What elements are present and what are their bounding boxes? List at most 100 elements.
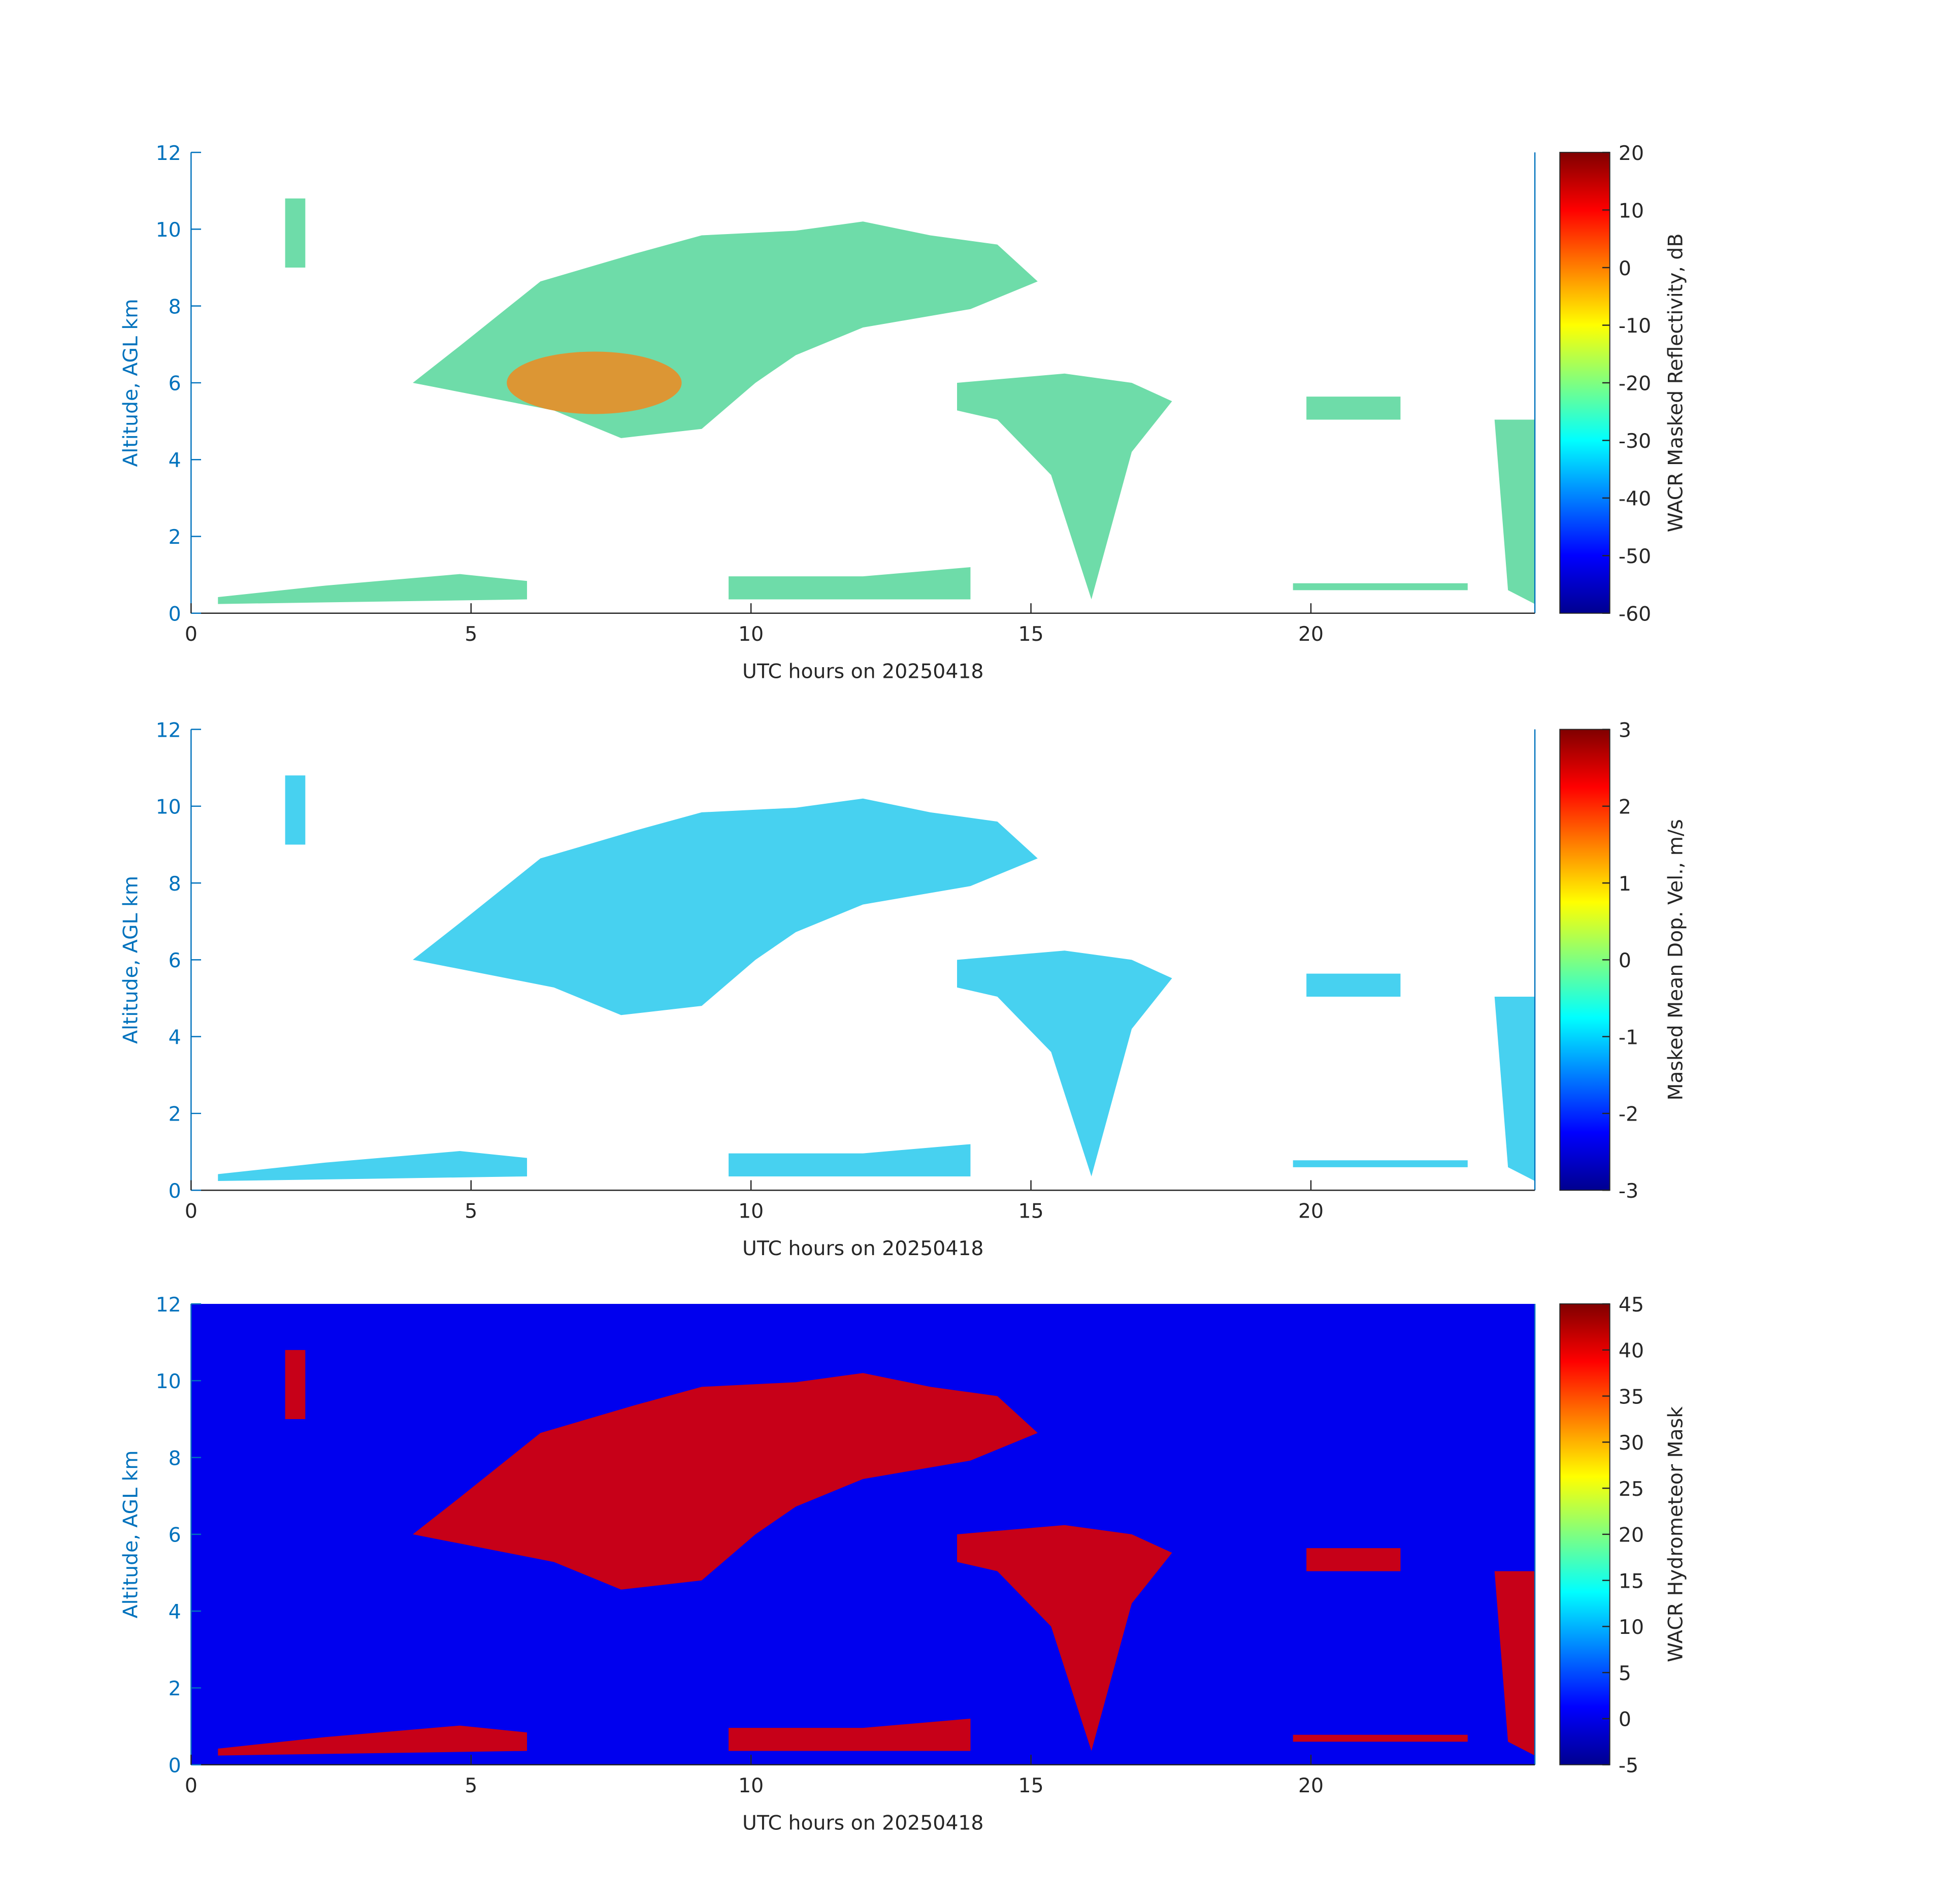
x-tick-label: 0 — [185, 1774, 198, 1797]
y-tick-label: 0 — [169, 603, 181, 626]
x-tick-label: 20 — [1298, 1199, 1324, 1223]
x-tick-label: 15 — [1018, 1774, 1044, 1797]
y-tick-label: 8 — [169, 295, 181, 318]
echo-region — [729, 1718, 971, 1751]
echo-region — [1293, 1734, 1468, 1742]
colorbar-tick-label: -10 — [1619, 314, 1651, 338]
colorbar-tick-label: 1 — [1619, 872, 1631, 896]
y-axis-label: Altitude, AGL km — [119, 299, 143, 467]
colorbar-tick-label: -2 — [1619, 1103, 1638, 1126]
echo-core — [507, 351, 682, 414]
x-tick-label: 0 — [185, 622, 198, 646]
y-tick-label: 4 — [169, 1026, 181, 1049]
x-tick-label: 10 — [738, 622, 764, 646]
echo-region — [285, 198, 306, 268]
echo-region — [957, 373, 1172, 600]
y-tick-label: 10 — [156, 796, 181, 819]
colorbar-tick-label: -40 — [1619, 487, 1651, 511]
echo-region — [1306, 973, 1401, 997]
echo-region — [218, 1725, 528, 1756]
colorbar-tick-label: 3 — [1619, 718, 1631, 742]
echo-region — [957, 1525, 1172, 1751]
x-axis-label: UTC hours on 20250418 — [742, 660, 983, 683]
y-axis-label: Altitude, AGL km — [119, 1450, 143, 1618]
echo-region — [413, 798, 1038, 1015]
colorbar-tick-label: 2 — [1619, 796, 1631, 819]
y-tick-label: 2 — [169, 1677, 181, 1700]
echo-region — [1494, 419, 1535, 604]
y-tick-label: 8 — [169, 872, 181, 896]
x-tick-label: 10 — [738, 1774, 764, 1797]
plot-background — [191, 1304, 1535, 1765]
x-tick-label: 5 — [465, 1199, 477, 1223]
y-tick-label: 10 — [156, 218, 181, 242]
colorbar-tick-label: 5 — [1619, 1662, 1631, 1685]
y-tick-label: 10 — [156, 1370, 181, 1393]
echo-region — [729, 1144, 971, 1176]
colorbar-tick-label: 10 — [1619, 199, 1644, 222]
colorbar-tick-label: -30 — [1619, 430, 1651, 453]
y-tick-label: 6 — [169, 372, 181, 396]
x-tick-label: 0 — [185, 1199, 198, 1223]
colorbar-tick-label: -20 — [1619, 372, 1651, 396]
x-axis-label: UTC hours on 20250418 — [742, 1237, 983, 1260]
colorbar-tick-label: 0 — [1619, 257, 1631, 280]
y-tick-label: 0 — [169, 1754, 181, 1777]
colorbar-tick-label: -50 — [1619, 545, 1651, 568]
echo-region — [218, 574, 528, 604]
colorbar-tick-label: 30 — [1619, 1431, 1644, 1455]
colorbar-tick-label: 40 — [1619, 1339, 1644, 1363]
panel: 0 2 4 6 8 10 12 0 5 10 15 20 UTC hours on 20250418 Al… — [119, 142, 1688, 683]
y-axis-label: Altitude, AGL km — [119, 876, 143, 1044]
y-tick-label: 12 — [156, 1293, 181, 1317]
colorbar-tick-label: 0 — [1619, 949, 1631, 972]
x-tick-label: 10 — [738, 1199, 764, 1223]
echo-region — [957, 950, 1172, 1176]
colorbar — [1559, 1303, 1610, 1765]
y-tick-label: 6 — [169, 1524, 181, 1547]
colorbar-tick-label: 45 — [1619, 1293, 1644, 1317]
colorbar-tick-label: 10 — [1619, 1616, 1644, 1639]
colorbar-tick-label: -1 — [1619, 1026, 1638, 1049]
echo-region — [1306, 1548, 1401, 1571]
x-tick-label: 20 — [1298, 1774, 1324, 1797]
x-tick-label: 5 — [465, 622, 477, 646]
echo-region — [1306, 397, 1401, 420]
panel: 0 2 4 6 8 10 12 0 5 10 15 20 UTC hours on 20250418 Al… — [119, 1293, 1688, 1835]
echo-region — [413, 221, 1038, 438]
echo-region — [1494, 996, 1535, 1181]
echo-region — [1293, 1160, 1468, 1167]
x-tick-label: 20 — [1298, 622, 1324, 646]
y-tick-label: 4 — [169, 1600, 181, 1624]
echo-region — [285, 1350, 306, 1419]
colorbar-label: WACR Masked Reflectivity, dB — [1664, 234, 1687, 533]
colorbar-label: WACR Hydrometeor Mask — [1664, 1406, 1687, 1662]
colorbar — [1559, 152, 1610, 614]
colorbar-tick-label: 35 — [1619, 1385, 1644, 1408]
echo-region — [413, 1373, 1038, 1590]
colorbar-tick-label: -3 — [1619, 1179, 1638, 1203]
x-axis-label: UTC hours on 20250418 — [742, 1812, 983, 1835]
colorbar-tick-label: -60 — [1619, 603, 1651, 626]
echo-region — [1494, 1571, 1535, 1756]
y-tick-label: 6 — [169, 949, 181, 972]
y-tick-label: 2 — [169, 526, 181, 549]
colorbar-tick-label: 20 — [1619, 1524, 1644, 1547]
y-tick-label: 12 — [156, 718, 181, 742]
y-tick-label: 4 — [169, 449, 181, 472]
y-tick-label: 2 — [169, 1103, 181, 1126]
echo-region — [218, 1151, 528, 1181]
colorbar-tick-label: 15 — [1619, 1569, 1644, 1593]
colorbar-tick-label: 25 — [1619, 1478, 1644, 1501]
echo-region — [285, 775, 306, 845]
colorbar-tick-label: 0 — [1619, 1708, 1631, 1731]
colorbar-label: Masked Mean Dop. Vel., m/s — [1664, 819, 1687, 1100]
x-tick-label: 5 — [465, 1774, 477, 1797]
y-tick-label: 8 — [169, 1447, 181, 1470]
echo-region — [1293, 583, 1468, 590]
x-tick-label: 15 — [1018, 622, 1044, 646]
y-tick-label: 0 — [169, 1179, 181, 1203]
y-tick-label: 12 — [156, 142, 181, 165]
